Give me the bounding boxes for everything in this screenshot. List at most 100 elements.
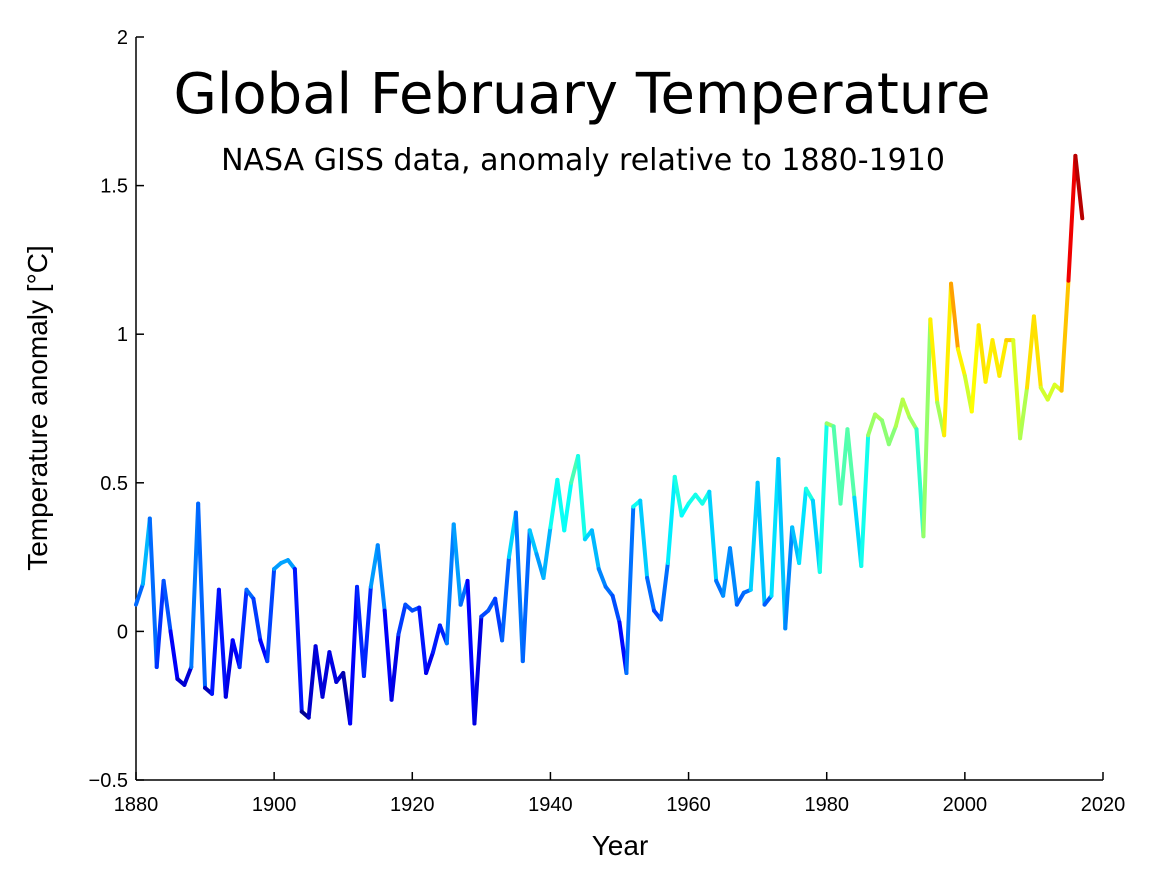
series-line-segment [320,650,332,699]
series-line-segment [900,397,912,420]
series-line-segment [431,623,442,655]
series-line-segment [382,608,394,702]
x-tick-label: 2020 [1081,794,1126,816]
series-line-segment [638,498,650,580]
y-tick-label: −0.5 [89,770,128,792]
series-line-segment [955,347,967,378]
series-line-segment [976,323,988,384]
x-tick-label: 1940 [528,794,573,816]
y-ticks: −0.5 0 0.5 1 1.5 2 [89,27,144,792]
series-line-segment [1073,153,1085,221]
x-tick-label: 1980 [804,794,849,816]
series-line-segment [189,501,201,670]
series-line-segment [845,427,857,500]
series-line-segment [1045,382,1057,402]
series-line-segment [879,418,891,447]
series-line-segment [728,546,739,607]
series-line-segment [465,578,477,726]
y-tick-label: 0.5 [100,473,128,495]
series-line-segment [361,584,373,678]
series-line-segment [541,525,553,580]
series-line-segment [886,424,898,447]
series-line-segment [755,480,767,607]
series-line-segment [624,504,636,676]
series-line-segment [154,578,166,670]
series-line-segment [375,543,387,613]
x-tick-label: 1920 [390,794,435,816]
series-line-segment [555,477,567,533]
series-line-segment [251,596,263,643]
series-line-segment [672,474,684,518]
y-tick-label: 1.5 [100,176,128,198]
series-line-segment [707,489,719,583]
series-line-segment [306,644,318,720]
series-line-segment [610,593,622,625]
x-ticks: 1880 1900 1920 1940 1960 1980 2000 2020 [114,772,1126,816]
x-tick-label: 1900 [252,794,297,816]
data-series [134,153,1085,726]
series-line-segment [216,587,228,699]
series-line-segment [472,614,484,726]
y-tick-label: 2 [117,27,128,49]
series-line-segment [866,412,878,438]
series-line-segment [182,665,194,687]
series-line-segment [983,338,995,384]
series-line-segment [907,415,919,432]
series-line-segment [1066,153,1078,283]
series-line-segment [969,323,981,414]
series-line-segment [327,650,339,684]
series-line-segment [389,632,401,702]
series-line-segment [596,566,608,589]
x-tick-label: 1960 [666,794,711,816]
series-line-segment [209,587,221,696]
series-line-segment [265,566,277,664]
series-line-segment [292,566,304,714]
y-tick-label: 1 [117,324,128,346]
chart-title: Global February Temperature [173,62,990,127]
plot-area: −0.5 0 0.5 1 1.5 2 1880 1900 1920 1940 1960 1980 20… [89,27,1126,816]
series-line-segment [444,522,456,646]
x-tick-label: 1880 [114,794,159,816]
series-line-segment [168,629,180,681]
series-line-segment [859,433,871,569]
series-line-segment [520,528,532,664]
x-axis-title: Year [592,830,649,861]
series-line-segment [797,486,808,566]
series-line-segment [831,424,843,506]
series-line-segment [196,501,208,690]
series-line-segment [748,480,760,592]
series-line-segment [348,584,360,726]
series-line-segment [997,338,1009,378]
series-line-segment [658,561,670,622]
series-line-segment [161,578,173,634]
series-line-segment [223,638,235,699]
series-line-segment [776,457,788,631]
chart-subtitle: NASA GISS data, anomaly relative to 1880… [221,143,945,178]
series-line-segment [237,587,249,670]
series-line-segment [1059,278,1071,393]
series-line-segment [313,644,325,699]
series-line-segment [942,281,954,438]
series-line-segment [803,486,815,503]
series-line-segment [990,338,1002,378]
series-line-segment [527,528,539,557]
series-line-segment [396,602,408,637]
y-tick-label: 0 [117,621,128,643]
series-line-segment [1025,314,1036,390]
series-line-segment [679,501,691,518]
series-line-segment [589,528,601,571]
series-line-segment [928,317,940,405]
series-line-segment [1018,385,1030,441]
series-line-segment [513,510,525,664]
series-line-segment [451,522,463,607]
series-line-segment [355,584,366,678]
series-line-segment [769,457,781,598]
series-line-segment [147,516,159,670]
series-line-segment [548,477,560,530]
series-line-segment [949,281,960,352]
series-line-segment [645,575,657,613]
y-axis-title: Temperature anomaly [°C] [22,245,53,571]
series-line-segment [500,555,511,643]
series-line-segment [417,605,429,676]
